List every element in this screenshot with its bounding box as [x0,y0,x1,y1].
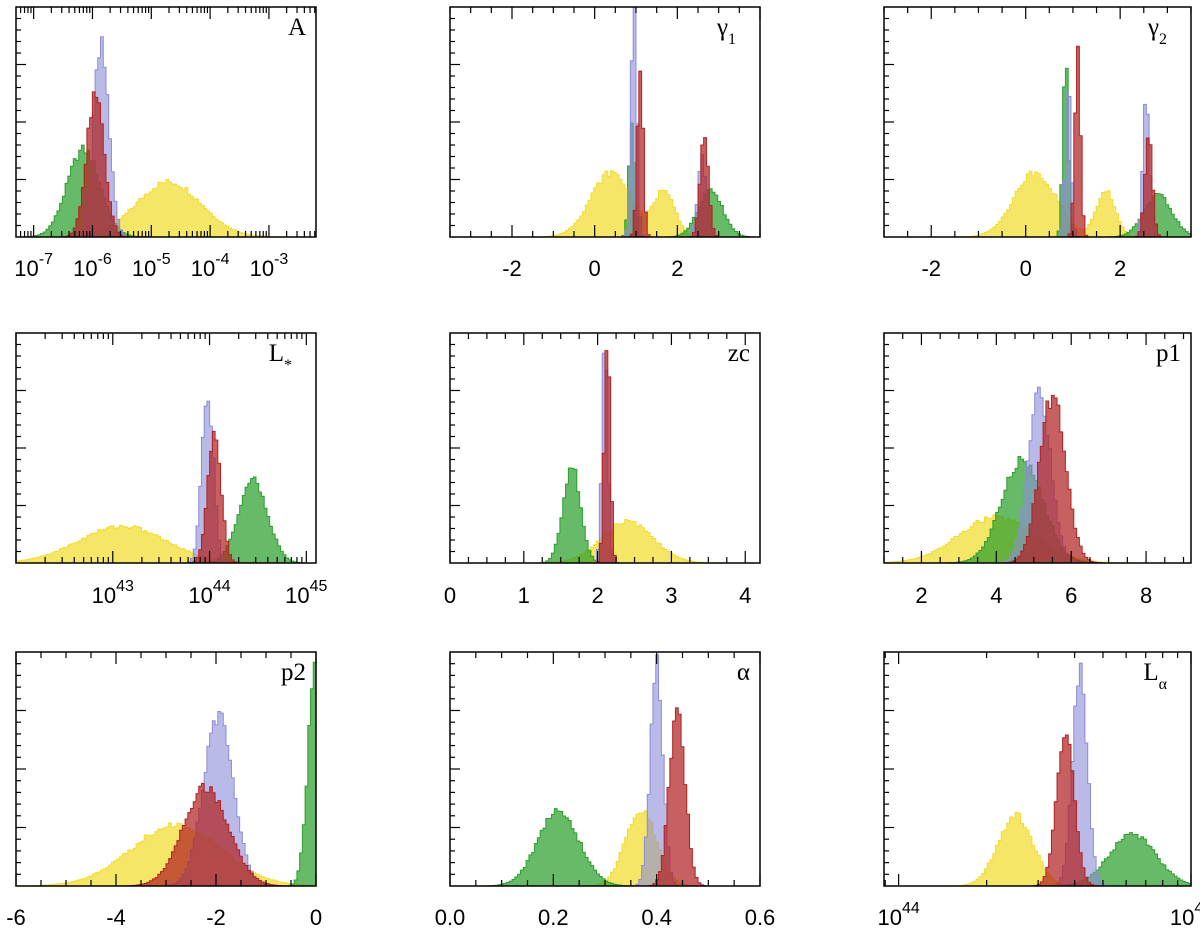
x-tick-label: -2 [502,256,522,281]
x-tick-label: 10-3 [250,251,289,281]
panel-8: 0.0 0.2 0.4 0.6 α [435,651,776,930]
x-tick-label: -6 [6,905,26,930]
histogram-red [450,70,760,237]
panel-1: 10-7 10-6 10-5 10-4 10-3 A [14,6,317,281]
panel-4: 1043 1044 1045 L* [15,332,328,608]
panel-5: 0 1 2 3 4 zc [444,332,761,608]
x-tick-label: 1044 [188,578,230,608]
panel-label: A [288,14,306,41]
x-tick-label: 4 [739,583,751,608]
panel-label: α [737,659,750,686]
x-tick-label: -2 [921,256,941,281]
x-tick-label: 1043 [92,578,134,608]
panel-label: p1 [1156,340,1181,367]
panel-2: -2 0 2 γ1 [449,6,761,281]
x-tick-label: 3 [665,583,677,608]
histogram-red [884,394,1191,563]
x-tick-label: 0.2 [538,905,569,930]
panel-label: p2 [281,659,306,686]
histogram-red [884,734,1191,886]
x-tick-label: 2 [591,583,603,608]
x-tick-label: 8 [1140,583,1152,608]
x-tick-label: 6 [1065,583,1077,608]
x-tick-label: 2 [1114,256,1126,281]
x-tick-label: 1045 [1170,900,1200,930]
histogram-blue [450,654,760,886]
x-tick-label: 0.4 [641,905,672,930]
histogram-red [16,782,316,886]
x-tick-label: 2 [915,583,927,608]
x-tick-label: 4 [990,583,1002,608]
x-tick-label: 1044 [877,900,919,930]
panel-frame [449,651,761,887]
x-tick-label: 0 [589,256,601,281]
panel-3: -2 0 2 γ2 [883,6,1192,281]
x-tick-label: 0 [444,583,456,608]
histogram-green [450,122,760,237]
x-tick-label: -2 [206,905,226,930]
x-tick-label: 1 [518,583,530,608]
panel-label: γ1 [716,14,736,48]
panel-label: zc [728,340,750,367]
x-tick-label: 0 [310,905,322,930]
histogram-red [450,707,760,886]
histogram-green [450,808,760,886]
histogram-blue [884,90,1191,237]
panel-6: 2 4 6 8 p1 [883,332,1192,608]
x-tick-label: 10-5 [132,251,171,281]
x-tick-label: 10-7 [14,251,53,281]
x-tick-label: 2 [671,256,683,281]
x-tick-label: 10-4 [191,251,230,281]
x-tick-label: -4 [106,905,126,930]
panel-9: 1044 1045 Lα [877,651,1200,930]
x-tick-label: 0.0 [435,905,466,930]
panel-label: Lα [1143,659,1167,693]
x-tick-label: 10-6 [73,251,112,281]
histogram-green [450,467,760,563]
x-tick-label: 0.6 [745,905,776,930]
panel-7: -6 -4 -2 0 p2 [6,651,322,930]
histogram-yellow [450,810,760,886]
panel-label: L* [269,340,292,374]
x-tick-label: 1045 [285,578,327,608]
x-tick-label: 0 [1020,256,1032,281]
histogram-red [450,350,760,563]
panel-label: γ2 [1147,14,1167,48]
